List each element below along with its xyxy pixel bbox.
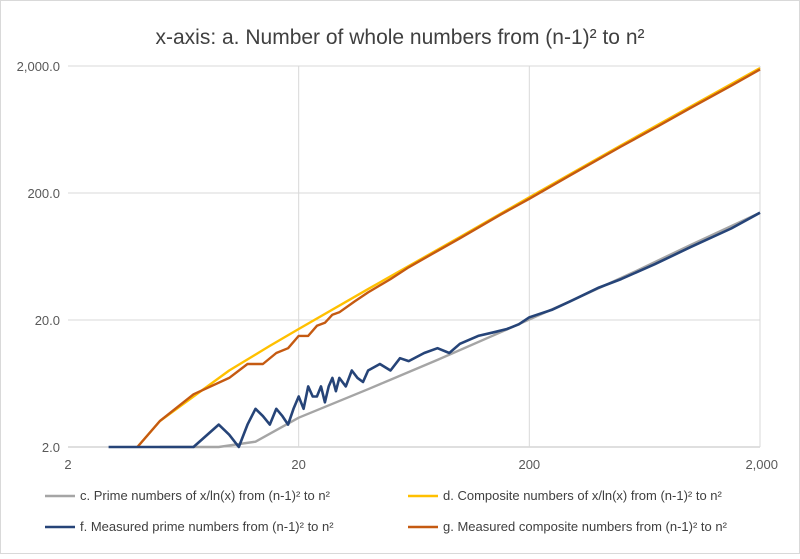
legend-label: c. Prime numbers of x/ln(x) from (n-1)² … xyxy=(80,488,331,503)
y-tick-label: 200.0 xyxy=(27,186,60,201)
legend-item-g: g. Measured composite numbers from (n-1)… xyxy=(408,519,728,534)
legend-item-f: f. Measured prime numbers from (n-1)² to… xyxy=(45,519,334,534)
gridlines xyxy=(68,65,761,448)
series-c-line xyxy=(159,211,761,449)
legend-item-d: d. Composite numbers of x/ln(x) from (n-… xyxy=(408,488,723,503)
legend-label: d. Composite numbers of x/ln(x) from (n-… xyxy=(443,488,723,503)
series-g-line xyxy=(136,68,761,448)
x-tick-label: 20 xyxy=(291,457,305,472)
x-tick-label: 2,000 xyxy=(745,457,778,472)
y-tick-label: 2.0 xyxy=(42,440,60,455)
series-lines xyxy=(108,66,761,449)
x-tick-label: 200 xyxy=(518,457,540,472)
legend: c. Prime numbers of x/ln(x) from (n-1)² … xyxy=(45,488,728,534)
y-tick-label: 2,000.0 xyxy=(17,59,60,74)
tick-labels: 2.0 20.0 200.0 2,000.0 2 20 200 2,000 xyxy=(17,59,778,472)
x-tick-label: 2 xyxy=(64,457,71,472)
chart-title: x-axis: a. Number of whole numbers from … xyxy=(156,26,645,49)
legend-item-c: c. Prime numbers of x/ln(x) from (n-1)² … xyxy=(45,488,331,503)
series-f-line xyxy=(108,211,761,449)
legend-label: g. Measured composite numbers from (n-1)… xyxy=(443,519,728,534)
legend-label: f. Measured prime numbers from (n-1)² to… xyxy=(80,519,334,534)
y-tick-label: 20.0 xyxy=(35,313,60,328)
